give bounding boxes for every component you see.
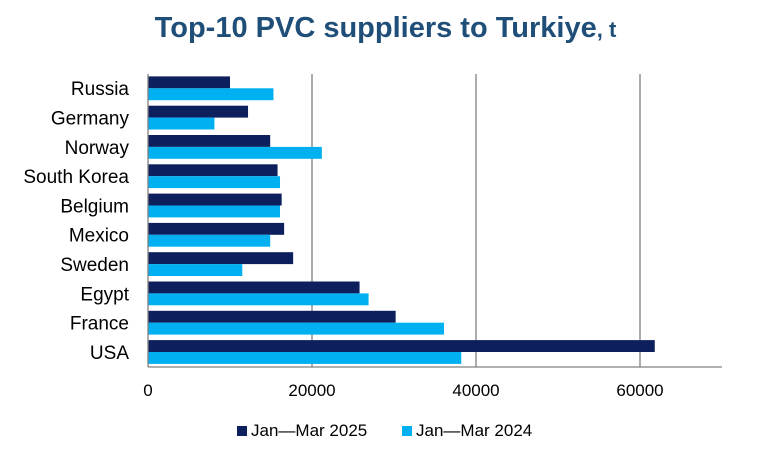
bar-current-south-korea xyxy=(148,164,278,177)
bar-previous-sweden xyxy=(148,264,243,276)
category-label: Germany xyxy=(51,108,130,129)
category-label: Mexico xyxy=(69,226,129,247)
bar-previous-germany xyxy=(148,117,215,130)
category-label: Russia xyxy=(71,79,130,100)
bar-previous-norway xyxy=(148,146,322,159)
category-label: South Korea xyxy=(23,167,129,188)
category-label: Norway xyxy=(65,138,130,159)
bar-previous-france xyxy=(148,322,445,335)
bar-previous-russia xyxy=(148,88,274,101)
bar-current-usa xyxy=(148,340,655,352)
bar-current-russia xyxy=(148,76,230,89)
bar-current-belgium xyxy=(148,193,282,206)
bar-current-germany xyxy=(148,105,249,118)
x-tick-label: 20000 xyxy=(288,381,335,400)
category-label: USA xyxy=(90,343,129,364)
legend-swatch-1 xyxy=(402,426,412,436)
legend-label-1: Jan—Mar 2024 xyxy=(416,421,532,440)
x-tick-label: 0 xyxy=(143,381,152,400)
x-tick-label: 40000 xyxy=(452,381,499,400)
bar-current-sweden xyxy=(148,252,294,265)
bar-current-mexico xyxy=(148,222,285,235)
category-label: France xyxy=(70,314,129,335)
chart-title-unit: , t xyxy=(596,17,617,42)
bar-current-egypt xyxy=(148,281,360,294)
category-label: Belgium xyxy=(60,196,129,217)
legend-swatch-0 xyxy=(237,426,247,436)
bar-previous-south-korea xyxy=(148,176,281,189)
chart-title: Top-10 PVC suppliers to Turkiye, t xyxy=(0,12,771,45)
chart-title-text: Top-10 PVC suppliers to Turkiye xyxy=(154,12,597,44)
bar-previous-belgium xyxy=(148,205,281,218)
bar-previous-usa xyxy=(148,352,462,364)
bar-current-france xyxy=(148,310,396,323)
bar-previous-mexico xyxy=(148,234,271,247)
bar-current-norway xyxy=(148,135,271,147)
x-tick-label: 60000 xyxy=(616,381,663,400)
bar-previous-egypt xyxy=(148,293,369,306)
category-label: Egypt xyxy=(80,284,129,305)
legend-label-0: Jan—Mar 2025 xyxy=(251,421,367,440)
category-label: Sweden xyxy=(60,255,129,276)
